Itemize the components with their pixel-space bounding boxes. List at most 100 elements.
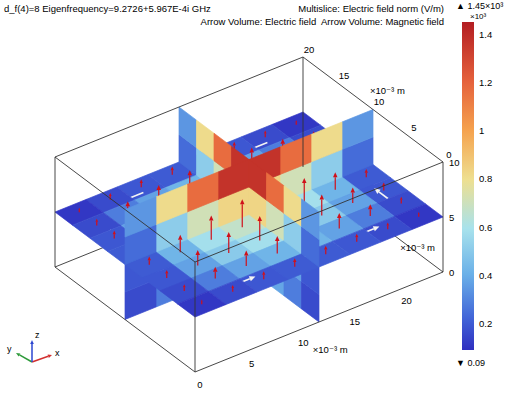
box-edge	[195, 272, 443, 372]
e-field-arrow-head	[95, 219, 98, 222]
e-field-arrow-head	[258, 216, 263, 221]
e-field-arrow	[78, 208, 80, 213]
e-field-arrow-shaft	[401, 200, 402, 204]
e-field-arrow	[324, 246, 327, 254]
field-cell	[267, 173, 285, 214]
e-field-arrow	[227, 232, 232, 253]
colorbar-unit: ×10³	[470, 12, 487, 21]
e-field-arrow-head	[386, 222, 389, 225]
e-field-arrow	[148, 256, 151, 264]
e-field-arrow-shaft	[339, 218, 340, 229]
e-field-arrow-head	[209, 215, 214, 220]
box-front	[55, 57, 443, 372]
e-field-arrow-shaft	[228, 237, 229, 253]
h-field-arrow	[374, 188, 388, 199]
labels: 05101520×10⁻³ m05101520×10⁻³ m0510×10⁻³ …	[4, 1, 503, 390]
colorbar-min: ▼ 0.09	[456, 358, 485, 368]
e-field-arrow-head	[302, 178, 307, 183]
e-field-arrow-shaft	[265, 134, 266, 138]
e-field-arrow-head	[178, 235, 183, 240]
colorbar-tick-label: 1.4	[479, 29, 492, 40]
e-field-arrow-shaft	[141, 183, 142, 187]
e-field-arrow-shaft	[232, 288, 233, 292]
box-edge	[443, 162, 444, 272]
e-field-arrow-head	[171, 166, 174, 170]
e-field-arrow-head	[231, 285, 234, 288]
e-field-arrow	[113, 231, 116, 239]
field-cell	[143, 265, 192, 291]
triad-y-label: y	[7, 344, 12, 354]
e-field-arrow	[264, 131, 267, 138]
e-field-arrow-head	[109, 193, 112, 196]
e-field-arrow	[293, 258, 296, 266]
x-tick-label: 5	[249, 358, 254, 369]
e-field-arrow	[351, 187, 356, 203]
field-cell	[156, 185, 187, 225]
x-tick-label: 0	[197, 379, 202, 390]
e-field-arrow-shaft	[356, 237, 357, 241]
e-field-arrow-shaft	[96, 222, 97, 226]
h-field-arrow-head	[249, 276, 256, 281]
field-cell	[178, 291, 227, 317]
colorbar-tick-label: 0.6	[479, 222, 492, 233]
colorbar-tick-label: 1	[479, 125, 484, 136]
x-tick-label: 20	[401, 295, 412, 306]
colorbar-tick-label: 1.2	[479, 77, 492, 88]
triad-x-label: x	[55, 348, 60, 358]
triad-z-head	[30, 340, 34, 344]
chart: 05101520×10⁻³ m05101520×10⁻³ m0510×10⁻³ …	[0, 0, 517, 393]
e-field-arrow-shaft	[149, 260, 150, 265]
e-field-arrow	[213, 267, 218, 279]
e-field-arrow-head	[365, 169, 368, 173]
y-unit: ×10⁻³ m	[370, 85, 405, 96]
z-tick-label: 0	[449, 267, 454, 278]
e-field-arrow-shaft	[79, 210, 80, 213]
e-field-arrow-shaft	[215, 272, 216, 279]
e-field-arrow-shaft	[242, 204, 243, 227]
triad-z-label: z	[35, 330, 40, 340]
e-field-arrow-shaft	[325, 250, 326, 255]
triad-y-head	[16, 353, 20, 357]
e-field-arrow	[400, 197, 403, 204]
e-field-arrow-head	[295, 120, 297, 122]
e-field-arrow-head	[333, 172, 338, 177]
e-field-arrow	[140, 179, 143, 187]
e-field-arrow-head	[264, 131, 267, 134]
e-field-arrow	[240, 199, 245, 227]
e-field-arrow-shaft	[294, 262, 295, 267]
e-field-arrow	[337, 213, 342, 229]
field-cell	[311, 122, 342, 162]
colorbar-tick-label: 0.4	[479, 270, 492, 281]
e-field-arrow	[262, 271, 265, 279]
e-field-arrow-shaft	[259, 221, 260, 240]
x-tick-label: 10	[298, 337, 309, 348]
y-tick-label: 15	[339, 70, 350, 81]
triad-x-shaft	[32, 356, 48, 362]
box-edge	[55, 57, 303, 157]
e-field-arrow-shaft	[304, 183, 305, 202]
e-field-arrow-shaft	[172, 170, 173, 175]
e-field-arrow-head	[183, 284, 186, 287]
e-field-arrow-head	[165, 270, 168, 274]
e-field-arrow	[201, 300, 203, 305]
field-cell	[342, 110, 373, 150]
field-cell	[187, 172, 218, 212]
e-field-arrow	[386, 222, 389, 229]
background	[0, 0, 517, 393]
e-field-arrow-shaft	[383, 186, 384, 190]
e-field-arrow	[333, 172, 338, 190]
e-field-arrow-head	[126, 201, 131, 206]
e-field-arrow-head	[418, 212, 420, 214]
triad-z-shaft	[31, 344, 33, 362]
e-field-arrow	[95, 219, 98, 226]
y-tick-label: 20	[304, 44, 315, 55]
e-field-arrow	[183, 284, 186, 291]
e-field-arrow-shaft	[296, 122, 297, 125]
e-field-arrow-shaft	[197, 255, 198, 266]
e-field-arrow	[320, 194, 325, 215]
e-field-arrow-shaft	[418, 214, 419, 217]
h-field-arrow-shaft	[379, 192, 388, 199]
e-field-arrow	[418, 212, 420, 217]
box-edge	[303, 57, 304, 167]
e-field-arrow-head	[368, 204, 373, 209]
